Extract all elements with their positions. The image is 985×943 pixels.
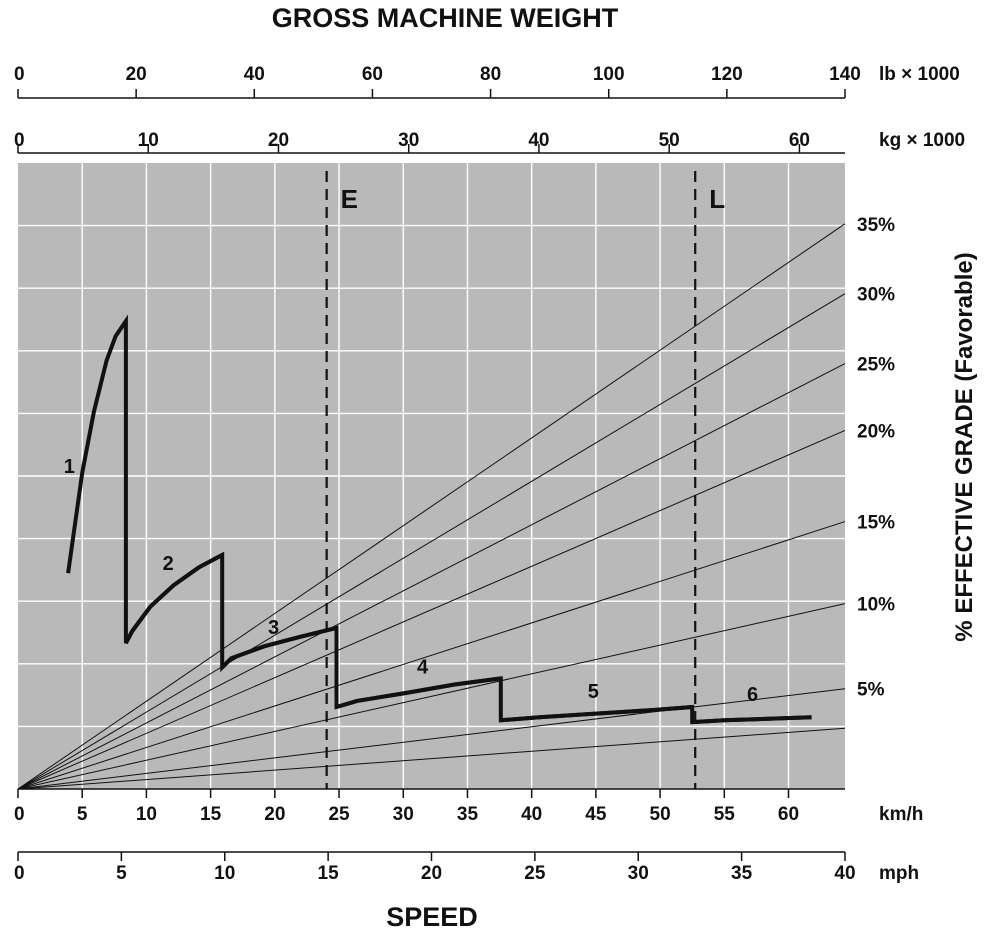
y-axis-label: % EFFECTIVE GRADE (Favorable) <box>951 252 978 641</box>
grade-label: 10% <box>857 595 895 616</box>
mph-unit-label: mph <box>879 863 919 884</box>
bottom-mph-axis: 0 5 10 15 20 25 30 35 40 mph <box>14 851 919 884</box>
lb-tick-label: 100 <box>593 64 625 85</box>
grade-line <box>17 363 846 790</box>
grade-line <box>17 727 846 790</box>
lb-tick-label: 60 <box>362 64 383 85</box>
grade-lines: 35% 30% 25% 20% 15% 10% 5% <box>17 215 895 790</box>
kmh-tick-label: 5 <box>77 804 88 825</box>
lb-tick-label: 140 <box>829 64 861 85</box>
mph-tick-label: 15 <box>318 863 340 884</box>
kmh-tick-label: 15 <box>200 804 222 825</box>
gear-label: 4 <box>417 657 429 679</box>
mph-tick-label: 0 <box>14 863 25 884</box>
kg-tick-label: 0 <box>14 130 25 151</box>
mph-tick-label: 5 <box>116 863 127 884</box>
lb-tick-label: 20 <box>126 64 147 85</box>
lb-tick-label: 80 <box>480 64 501 85</box>
weight-marker-label: E <box>341 184 358 214</box>
kmh-tick-label: 50 <box>650 804 671 825</box>
grade-label: 20% <box>857 421 895 442</box>
mph-tick-label: 25 <box>524 863 546 884</box>
grid <box>18 163 845 789</box>
kmh-tick-label: 55 <box>714 804 736 825</box>
kmh-tick-label: 25 <box>328 804 350 825</box>
kg-tick-label: 30 <box>398 130 419 151</box>
lb-tick-label: 0 <box>14 64 25 85</box>
kg-tick-label: 10 <box>138 130 159 151</box>
grade-label: 15% <box>857 513 895 534</box>
grade-label: 5% <box>857 680 885 701</box>
grade-label: 30% <box>857 285 895 306</box>
kmh-unit-label: km/h <box>879 804 923 825</box>
mph-tick-label: 35 <box>731 863 753 884</box>
grade-line <box>17 429 846 790</box>
gear-curve <box>692 715 812 725</box>
lb-tick-label: 40 <box>244 64 265 85</box>
mph-tick-label: 40 <box>834 863 855 884</box>
weight-marker-label: L <box>709 184 725 214</box>
kmh-tick-label: 20 <box>264 804 285 825</box>
top-lb-axis: 0 20 40 60 80 100 120 140 lb × 1000 <box>14 64 960 99</box>
grade-label: 35% <box>857 215 895 236</box>
grade-line <box>17 293 846 790</box>
mph-tick-label: 20 <box>421 863 442 884</box>
kmh-tick-label: 0 <box>14 804 25 825</box>
mph-tick-label: 30 <box>628 863 649 884</box>
kmh-tick-label: 40 <box>521 804 542 825</box>
kmh-tick-label: 10 <box>136 804 157 825</box>
kg-tick-label: 40 <box>528 130 549 151</box>
gear-label: 6 <box>747 684 758 706</box>
x-axis-label: SPEED <box>386 902 478 932</box>
gear-label: 1 <box>64 456 75 478</box>
top-kg-axis: 0 10 20 30 40 50 60 kg × 1000 <box>14 130 965 154</box>
lb-tick-label: 120 <box>711 64 743 85</box>
bottom-kmh-axis: 0 5 10 15 20 25 30 35 40 45 50 55 60 km/h <box>14 788 923 825</box>
gear-curves: 1 2 3 4 5 6 <box>64 314 812 725</box>
kg-tick-label: 60 <box>789 130 810 151</box>
mph-tick-label: 10 <box>214 863 235 884</box>
grade-line <box>17 688 846 790</box>
kmh-tick-label: 35 <box>457 804 479 825</box>
kmh-tick-label: 45 <box>585 804 607 825</box>
kg-tick-label: 50 <box>659 130 680 151</box>
gear-label: 5 <box>588 681 599 703</box>
kmh-tick-label: 30 <box>393 804 414 825</box>
gear-label: 2 <box>163 553 174 575</box>
kmh-tick-label: 60 <box>778 804 799 825</box>
grade-line <box>17 223 846 790</box>
gear-label: 3 <box>268 617 279 639</box>
kg-unit-label: kg × 1000 <box>879 130 965 151</box>
lb-unit-label: lb × 1000 <box>879 64 960 85</box>
grade-label: 25% <box>857 355 895 376</box>
grade-line <box>17 603 846 790</box>
grade-line <box>17 521 846 790</box>
chart-title: GROSS MACHINE WEIGHT <box>272 3 619 33</box>
kg-tick-label: 20 <box>268 130 289 151</box>
